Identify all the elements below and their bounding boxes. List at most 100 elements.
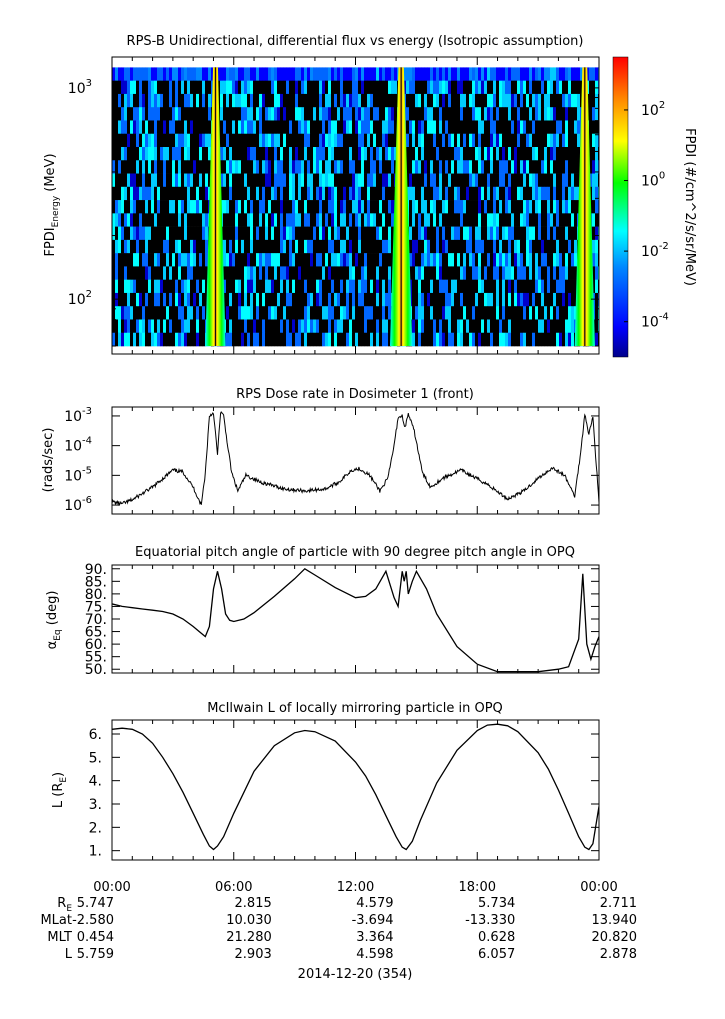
spectrogram-cell [292,173,296,188]
spectrogram-cell [361,133,365,148]
spectrogram-cell [163,266,167,280]
spectrogram-cell [316,200,320,214]
spectrogram-cell [427,147,431,161]
spectrogram-cell [244,306,248,320]
spectrogram-cell [139,160,143,174]
spectrogram-cell [526,279,530,294]
spectrogram-cell [505,93,509,108]
spectrogram-cell [184,253,188,267]
spectrogram-cell [577,133,581,148]
spectrogram-cell [490,319,494,334]
spectrogram-cell [430,120,434,135]
spectrogram-cell [229,332,233,347]
spectrogram-cell [385,319,389,334]
spectrogram-cell [508,253,512,267]
y-tick-label: 10-3 [64,406,92,425]
spectrogram-cell [427,160,431,174]
spectrogram-cell [568,173,572,188]
spectrogram-cell [181,292,185,307]
spectrogram-cell [178,266,182,280]
spectrogram-cell [559,67,563,81]
spectrogram-cell [496,226,500,241]
spectrogram-cell [133,107,137,121]
spectrogram-cell [292,120,296,135]
spectrogram-cell [559,319,563,334]
spectrogram-cell [595,186,599,201]
spectrogram-cell [391,107,395,121]
spectrogram-cell [241,266,245,280]
spectrogram-cell [442,133,446,148]
spectrogram-cell [454,186,458,201]
spectrogram-cell [268,200,272,214]
ephemeris-value: 2.878 [600,947,637,962]
spectrogram-cell [208,93,212,108]
spectrogram-cell [535,306,539,320]
spectrogram-cell [169,147,173,161]
spectrogram-cell [265,279,269,294]
spectrogram-cell [553,253,557,267]
spectrogram-cell [439,173,443,188]
spectrogram-cell [418,239,422,254]
spectrogram-cell [499,147,503,161]
spectrogram-cell [355,306,359,320]
spectrogram-cell [166,332,170,347]
spectrogram-cell [301,147,305,161]
spectrogram-cell [163,93,167,108]
spectrogram-cell [175,133,179,148]
spectrogram-cell [388,147,392,161]
spectrogram-cell [430,147,434,161]
spectrogram-cell [124,226,128,241]
spectrogram-cell [436,80,440,95]
spectrogram-cell [556,107,560,121]
spectrogram-cell [217,67,221,81]
pitch-angle-frame [111,564,600,674]
spectrogram-cell [193,200,197,214]
spectrogram-cell [280,93,284,108]
spectrogram-cell [238,319,242,334]
spectrogram-cell [511,120,515,135]
spectrogram-cell [292,266,296,280]
spectrogram-cell [304,239,308,254]
spectrogram-cell [523,332,527,347]
spectrogram-cell [355,160,359,174]
spectrogram-cell [340,173,344,188]
spectrogram-cell [271,147,275,161]
spectrogram-cell [322,319,326,334]
spectrogram-cell [367,80,371,95]
spectrogram-cell [502,213,506,227]
spectrogram-cell [478,253,482,267]
spectrogram-cell [178,133,182,148]
spectrogram-cell [433,67,437,81]
spectrogram-cell [175,319,179,334]
spectrogram-cell [484,266,488,280]
spectrogram-cell [535,67,539,81]
spectrogram-cell [385,80,389,95]
spectrogram-cell [415,292,419,307]
spectrogram-cell [568,133,572,148]
spectrogram-cell [136,306,140,320]
spectrogram-cell [346,173,350,188]
spectrogram-cell [187,253,191,267]
spectrogram-cell [508,147,512,161]
spectrogram-cell [526,147,530,161]
spectrogram-cell [118,186,122,201]
spectrogram-cell [319,332,323,347]
spectrogram-cell [532,292,536,307]
spectrogram-cell [334,120,338,135]
spectrogram-cell [388,253,392,267]
spectrogram-cell [457,266,461,280]
spectrogram-cell [328,213,332,227]
spectrogram-cell [142,306,146,320]
spectrogram-cell [241,226,245,241]
spectrogram-cell [484,120,488,135]
spectrogram-cell [307,279,311,294]
spectrogram-cell [421,253,425,267]
spectrogram-cell [133,226,137,241]
spectrogram-cell [157,147,161,161]
spectrogram-cell [547,332,551,347]
spectrogram-cell [391,213,395,227]
spectrogram-cell [370,120,374,135]
spectrogram-cell [340,120,344,135]
spectrogram-cell [259,319,263,334]
spectrogram-cell [139,253,143,267]
